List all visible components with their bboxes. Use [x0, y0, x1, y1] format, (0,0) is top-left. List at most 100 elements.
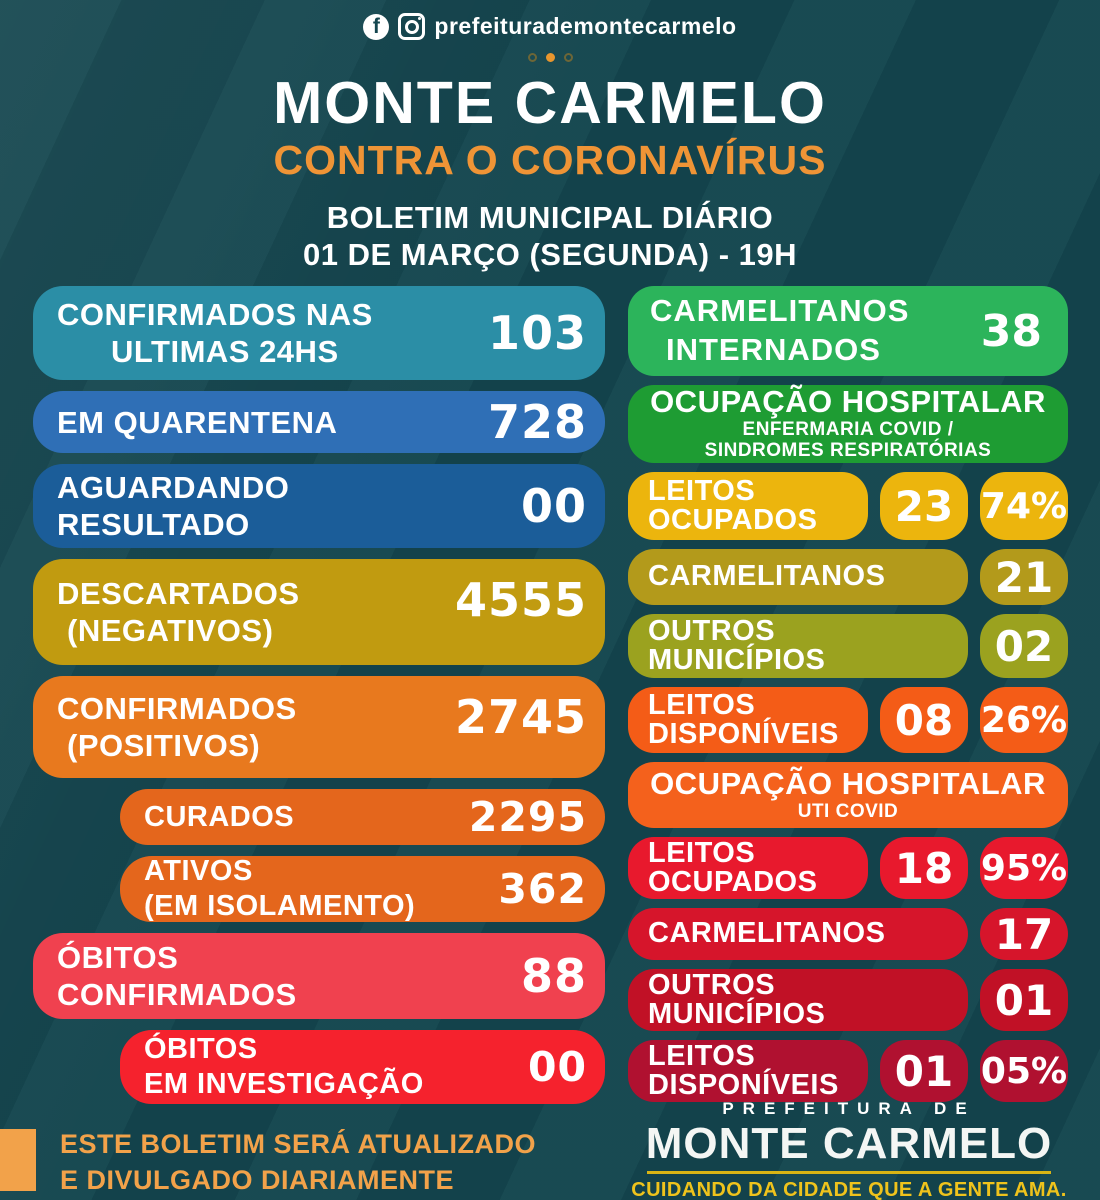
hospital-row-percent: 05%: [980, 1040, 1068, 1103]
update-notice-line1: ESTE BOLETIM SERÁ ATUALIZADO: [60, 1129, 536, 1159]
instagram-dot: [418, 17, 422, 20]
stat-value: 2745: [454, 690, 587, 745]
stat-card-em-quarentena: EM QUARENTENA 728: [33, 391, 605, 454]
stat-label: CURADOS: [144, 800, 469, 835]
section-title: OCUPAÇÃO HOSPITALAR: [650, 765, 1046, 801]
stat-card-aguardando-resultado: AGUARDANDO RESULTADO 00: [33, 464, 605, 549]
stat-label-line2: INTERNADOS: [666, 332, 881, 368]
stat-value: 00: [527, 1043, 587, 1092]
carousel-dot: [527, 53, 537, 62]
stat-label: ÓBITOS EM INVESTIGAÇÃO: [144, 1032, 528, 1102]
row-header-enfermaria: OCUPAÇÃO HOSPITALAR ENFERMARIA COVID / S…: [628, 384, 1068, 464]
stat-label-line1: CURADOS: [144, 800, 295, 833]
row-label-line2: DISPONÍVEIS: [648, 1069, 839, 1102]
stat-label-line2: EM INVESTIGAÇÃO: [144, 1068, 424, 1101]
carousel-dot-active: [545, 53, 555, 62]
stat-card-internados: CARMELITANOS INTERNADOS 38: [628, 286, 1068, 377]
section-subtitle-line2: SINDROMES RESPIRATÓRIAS: [704, 440, 992, 462]
stat-card-descartados: DESCARTADOS (NEGATIVOS) 4555: [33, 559, 605, 666]
page-title: MONTE CARMELO: [273, 70, 827, 136]
row-label-line2: MUNICÍPIOS: [648, 644, 826, 677]
stat-card-obitos-confirmados: ÓBITOS CONFIRMADOS 88: [33, 933, 605, 1020]
stat-card-ativos: ATIVOS (EM ISOLAMENTO) 362: [120, 855, 605, 923]
hospital-row-label: CARMELITANOS: [628, 908, 968, 961]
hospital-row-percent: 26%: [980, 687, 1068, 754]
stat-label-line2: RESULTADO: [57, 507, 250, 543]
row-label-line1: OUTROS: [648, 614, 776, 647]
hospital-row-value: 17: [980, 908, 1068, 961]
hospital-row-value: 08: [880, 687, 968, 754]
hospital-row-value: 02: [980, 614, 1068, 679]
stat-label-line1: CONFIRMADOS NAS: [57, 297, 373, 332]
stat-label-line2: ULTIMAS 24HS: [111, 334, 339, 370]
section-title: OCUPAÇÃO HOSPITALAR: [650, 384, 1046, 420]
stat-label-line1: ÓBITOS: [144, 1033, 258, 1066]
row-label-line1: CARMELITANOS: [648, 917, 886, 950]
hospital-row-value: 01: [880, 1040, 968, 1103]
hospital-row-value: 23: [880, 472, 968, 541]
stat-label: ÓBITOS CONFIRMADOS: [57, 939, 521, 1013]
stat-value: 00: [520, 479, 587, 534]
bulletin-heading: BOLETIM MUNICIPAL DIÁRIO 01 DE MARÇO (SE…: [0, 200, 1100, 273]
update-notice: ESTE BOLETIM SERÁ ATUALIZADO E DIVULGADO…: [0, 1126, 560, 1199]
section-header-enfermaria: OCUPAÇÃO HOSPITALAR ENFERMARIA COVID / S…: [628, 384, 1068, 464]
right-hospital-column: CARMELITANOS INTERNADOS 38 OCUPAÇÃO HOSP…: [628, 286, 1068, 1104]
stat-label-line1: CARMELITANOS: [650, 293, 910, 329]
row-label-line2: OCUPADOS: [648, 504, 818, 537]
hospital-row-percent: 95%: [980, 837, 1068, 900]
hospital-row-label: LEITOS OCUPADOS: [628, 837, 868, 900]
logo-tagline: CUIDANDO DA CIDADE QUE A GENTE AMA.: [631, 1179, 1067, 1200]
bulletin-line1: BOLETIM MUNICIPAL DIÁRIO: [326, 200, 774, 236]
row-enf-leitos-disponiveis: LEITOS DISPONÍVEIS 08 26%: [628, 687, 1068, 754]
stat-value: 88: [520, 949, 587, 1004]
row-label-line1: LEITOS: [648, 688, 756, 721]
stats-columns: CONFIRMADOS NAS ULTIMAS 24HS 103 EM QUAR…: [0, 286, 1100, 1105]
bulletin-line2: 01 DE MARÇO (SEGUNDA) - 19H: [302, 236, 798, 272]
hospital-row-label: LEITOS DISPONÍVEIS: [628, 687, 868, 754]
row-label-line1: LEITOS: [648, 1039, 756, 1072]
stat-value: 38: [980, 305, 1042, 357]
stat-label-line1: CONFIRMADOS: [57, 691, 297, 726]
row-label-line2: MUNICÍPIOS: [648, 998, 826, 1031]
stat-label: AGUARDANDO RESULTADO: [57, 469, 521, 543]
social-handle: prefeiturademontecarmelo: [434, 13, 737, 39]
stat-label: EM QUARENTENA: [57, 404, 488, 441]
stat-label-line1: AGUARDANDO: [57, 470, 290, 505]
instagram-icon: [398, 13, 426, 40]
stat-label: CONFIRMADOS (POSITIVOS): [57, 690, 455, 764]
row-label-line1: CARMELITANOS: [648, 560, 886, 593]
orange-square-decor: [0, 1129, 36, 1191]
stat-card-obitos-investigacao: ÓBITOS EM INVESTIGAÇÃO 00: [120, 1030, 605, 1105]
stat-label-line1: DESCARTADOS: [57, 576, 300, 611]
instagram-lens: [404, 19, 419, 34]
stat-label: CARMELITANOS INTERNADOS: [650, 292, 981, 370]
stat-label-line1: ATIVOS: [144, 855, 253, 888]
stat-label-line1: ÓBITOS: [57, 940, 179, 975]
stat-value: 4555: [454, 573, 587, 628]
section-header-uti: OCUPAÇÃO HOSPITALAR UTI COVID: [628, 762, 1068, 829]
hospital-row-label: OUTROS MUNICÍPIOS: [628, 969, 968, 1032]
stat-label-line1: EM QUARENTENA: [57, 404, 338, 440]
stat-value: 362: [498, 865, 587, 914]
section-subtitle-line1: UTI COVID: [797, 800, 899, 822]
row-header-uti: OCUPAÇÃO HOSPITALAR UTI COVID: [628, 762, 1068, 829]
row-label-line2: OCUPADOS: [648, 866, 818, 899]
stat-label: CONFIRMADOS NAS ULTIMAS 24HS: [57, 296, 488, 370]
row-enf-leitos-ocupados: LEITOS OCUPADOS 23 74%: [628, 472, 1068, 541]
hospital-row-percent: 74%: [980, 472, 1068, 541]
row-enf-carmelitanos: CARMELITANOS 21: [628, 549, 1068, 606]
hospital-row-label: LEITOS OCUPADOS: [628, 472, 868, 541]
hospital-row-value: 01: [980, 969, 1068, 1032]
update-notice-text: ESTE BOLETIM SERÁ ATUALIZADO E DIVULGADO…: [60, 1126, 560, 1199]
update-notice-line2: E DIVULGADO DIARIAMENTE: [60, 1165, 455, 1196]
logo-underline: [647, 1171, 1051, 1174]
row-uti-carmelitanos: CARMELITANOS 17: [628, 908, 1068, 961]
facebook-icon: f: [363, 13, 390, 40]
carousel-dot: [563, 53, 573, 62]
logo-city-name: MONTE CARMELO: [645, 1119, 1053, 1168]
stat-label: DESCARTADOS (NEGATIVOS): [57, 575, 455, 649]
hospital-row-value: 18: [880, 837, 968, 900]
row-label-line1: LEITOS: [648, 474, 756, 507]
left-stats-column: CONFIRMADOS NAS ULTIMAS 24HS 103 EM QUAR…: [33, 286, 605, 1105]
